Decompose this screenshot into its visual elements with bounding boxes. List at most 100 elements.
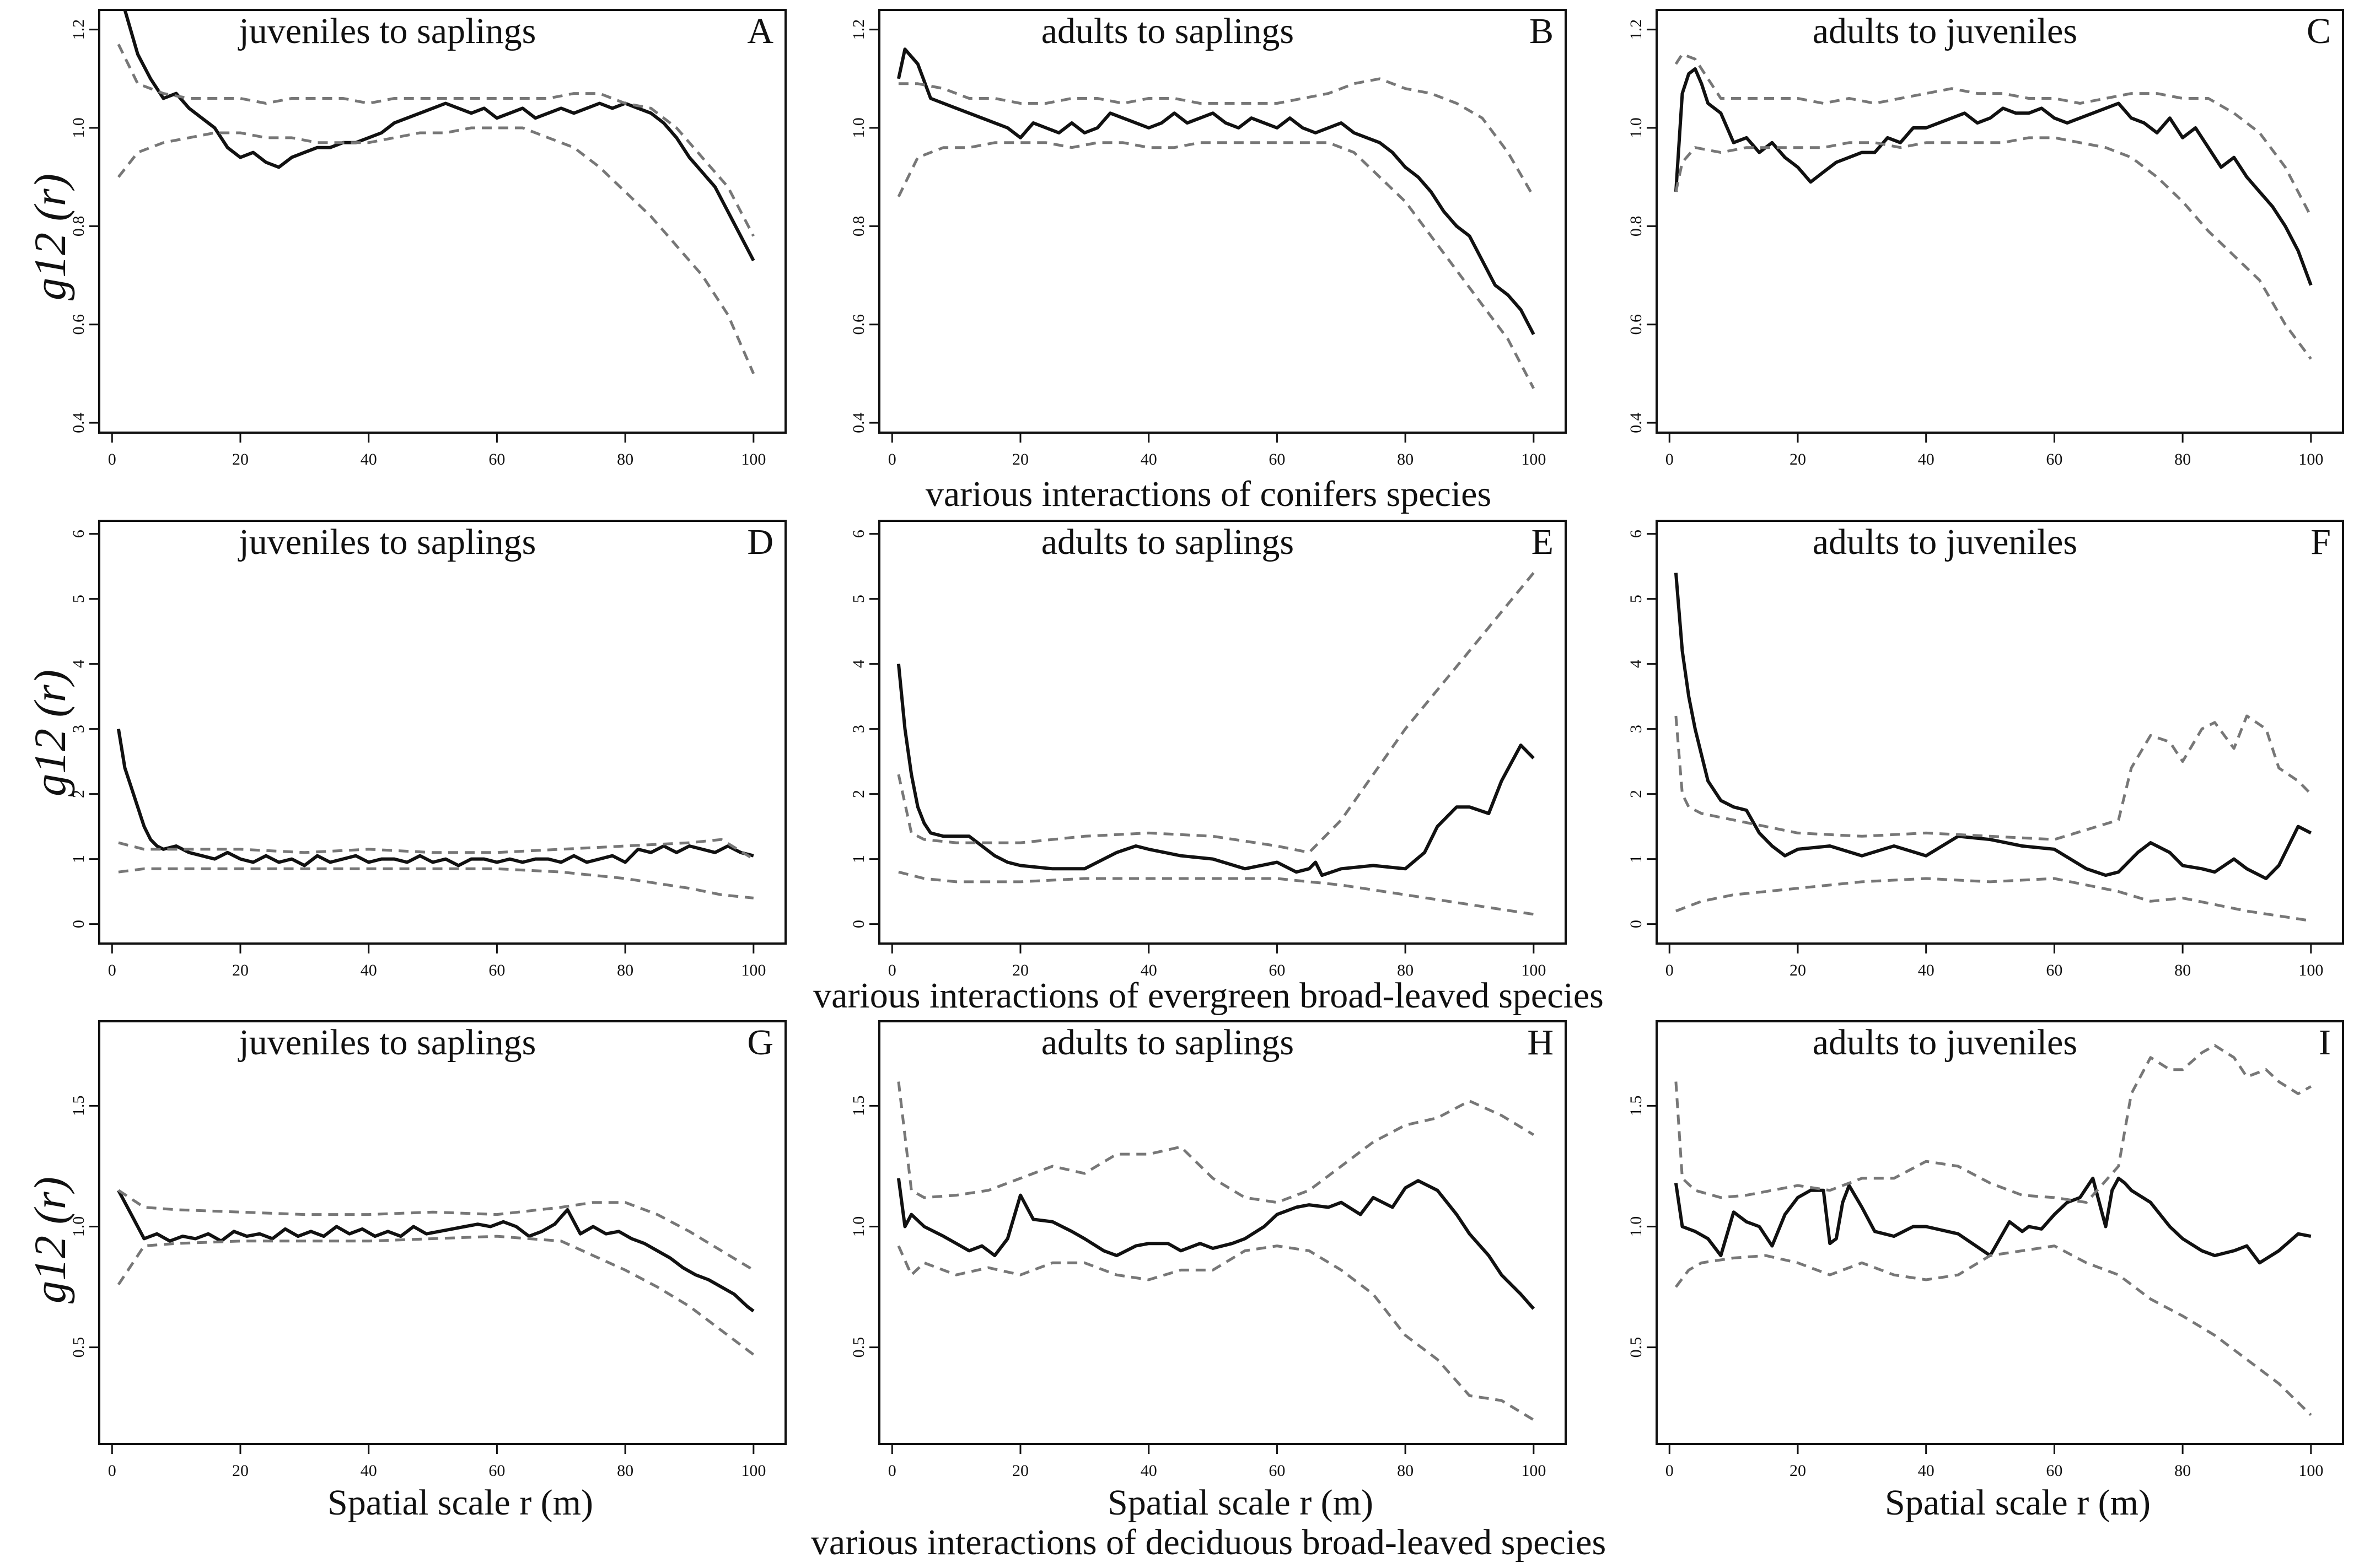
lower-envelope-line-g: [117, 1235, 755, 1356]
y-tick-label-i: 0.5: [1627, 1337, 1645, 1358]
x-tick-label-d: 60: [488, 961, 505, 979]
y-tick-label-b: 0.4: [850, 412, 868, 433]
y-tick-label-e: 1: [850, 855, 868, 863]
x-tick-label-h: 100: [1521, 1462, 1546, 1480]
y-tick-label-c: 0.6: [1627, 314, 1645, 335]
x-tick-label-a: 80: [617, 450, 633, 468]
y-tick-label-d: 2: [69, 790, 88, 798]
x-tick-label-e: 80: [1397, 961, 1414, 979]
lower-envelope-line-a: [117, 126, 755, 374]
y-tick-label-f: 4: [1627, 660, 1645, 668]
y-tick-label-d: 3: [69, 725, 88, 733]
x-tick-label-c: 60: [2046, 450, 2062, 468]
y-tick-label-i: 1.5: [1627, 1096, 1645, 1117]
observed-line-d: [116, 729, 754, 867]
x-tick-label-b: 80: [1397, 450, 1414, 468]
panel-title-i: adults to juveniles: [1813, 1022, 2077, 1063]
x-tick-label-d: 100: [741, 961, 766, 979]
upper-envelope-line-a: [117, 44, 755, 237]
panel-g: juveniles to saplings G 0 20 40 60 80 100 0.5 1.0…: [69, 1020, 787, 1480]
lower-envelope-line-b: [897, 141, 1535, 389]
panel-title-d: juveniles to saplings: [238, 522, 536, 562]
panels-layer: juveniles to saplings A0 20 40 60 80 1000.40.6…: [69, 9, 2344, 1480]
upper-envelope-line-b: [898, 77, 1535, 198]
y-tick-label-b: 1.0: [850, 117, 868, 138]
x-tick-label-c: 0: [1665, 450, 1674, 468]
x-tick-label-h: 60: [1269, 1462, 1285, 1480]
x-tick-label-b: 60: [1269, 450, 1285, 468]
x-tick-label-i: 0: [1665, 1462, 1674, 1480]
x-tick-label-b: 0: [888, 450, 896, 468]
y-tick-label-d: 1: [69, 855, 88, 863]
upper-envelope-line-g: [117, 1189, 755, 1271]
row-caption-conifers: various interactions of conifers species: [926, 474, 1491, 514]
x-tick-label-h: 0: [888, 1462, 896, 1480]
y-axis-label-row-3: g12 (r): [25, 1177, 75, 1303]
y-tick-label-h: 0.5: [850, 1337, 868, 1358]
y-tick-label-b: 0.6: [850, 314, 868, 335]
panel-h: adults to saplings H 0 20 40 60 80 100 0.5 1.0 1.5: [850, 1020, 1567, 1480]
panel-title-b: adults to saplings: [1041, 11, 1294, 51]
x-tick-label-a: 0: [108, 450, 116, 468]
x-tick-label-a: 40: [361, 450, 377, 468]
panel-frame-h: [878, 1020, 1567, 1445]
y-tick-label-h: 1.5: [850, 1096, 868, 1117]
panel-letter-g: G: [747, 1022, 773, 1063]
upper-envelope-line-h: [897, 1081, 1535, 1204]
x-axis-label-col-2: Spatial scale r (m): [1108, 1483, 1373, 1523]
y-tick-label-d: 6: [69, 530, 88, 538]
x-tick-label-f: 40: [1918, 961, 1935, 979]
y-tick-label-f: 5: [1627, 595, 1645, 603]
y-tick-label-h: 1.0: [850, 1216, 868, 1237]
y-tick-label-e: 2: [850, 790, 868, 798]
x-tick-label-i: 60: [2046, 1462, 2062, 1480]
y-tick-label-d: 4: [69, 660, 88, 668]
lower-envelope-line-f: [1675, 877, 2312, 923]
panel-letter-b: B: [1529, 11, 1554, 51]
x-tick-label-c: 100: [2298, 450, 2323, 468]
x-tick-label-i: 40: [1918, 1462, 1935, 1480]
y-tick-label-b: 0.8: [850, 216, 868, 237]
panel-letter-a: A: [747, 11, 773, 51]
lower-envelope-line-h: [897, 1244, 1535, 1421]
x-tick-label-i: 80: [2174, 1462, 2191, 1480]
panel-title-c: adults to juveniles: [1813, 11, 2077, 51]
x-tick-label-e: 20: [1012, 961, 1029, 979]
y-tick-label-a: 1.2: [69, 19, 88, 40]
x-tick-label-b: 100: [1521, 450, 1546, 468]
y-tick-label-e: 4: [850, 660, 868, 668]
panel-frame-b: [878, 9, 1567, 434]
row-caption-evergreen: various interactions of evergreen broad-…: [813, 976, 1604, 1016]
panel-i: adults to juveniles I 0 20 40 60 80 100 0.5 1.0 1.…: [1627, 1020, 2344, 1480]
x-tick-label-e: 0: [888, 961, 896, 979]
observed-line-b: [896, 47, 1535, 335]
x-tick-label-g: 0: [108, 1462, 116, 1480]
observed-line-i: [1674, 1176, 2312, 1265]
panel-letter-i: I: [2319, 1022, 2331, 1063]
x-tick-label-c: 80: [2174, 450, 2191, 468]
y-tick-label-a: 0.6: [69, 314, 88, 335]
y-tick-label-g: 1.0: [69, 1216, 88, 1237]
x-tick-label-e: 60: [1269, 961, 1285, 979]
upper-envelope-line-d: [118, 838, 755, 860]
x-tick-label-d: 20: [232, 961, 249, 979]
x-tick-label-a: 100: [741, 450, 766, 468]
y-tick-label-a: 0.4: [69, 412, 88, 433]
y-axis-label-row-2: g12 (r): [25, 670, 75, 796]
y-tick-label-e: 5: [850, 595, 868, 603]
upper-envelope-line-f: [1674, 714, 2312, 841]
x-tick-label-f: 20: [1790, 961, 1806, 979]
y-tick-label-a: 0.8: [69, 216, 88, 237]
y-tick-label-f: 6: [1627, 530, 1645, 538]
y-tick-label-a: 1.0: [69, 117, 88, 138]
x-tick-label-a: 60: [488, 450, 505, 468]
panel-letter-f: F: [2310, 522, 2331, 562]
panel-title-h: adults to saplings: [1041, 1022, 1294, 1063]
observed-line-f: [1674, 573, 2312, 880]
y-tick-label-e: 0: [850, 920, 868, 928]
y-tick-label-i: 1.0: [1627, 1216, 1645, 1237]
x-tick-label-h: 20: [1012, 1462, 1029, 1480]
panel-frame-c: [1656, 9, 2344, 434]
x-tick-label-b: 20: [1012, 450, 1029, 468]
x-tick-label-f: 60: [2046, 961, 2062, 979]
